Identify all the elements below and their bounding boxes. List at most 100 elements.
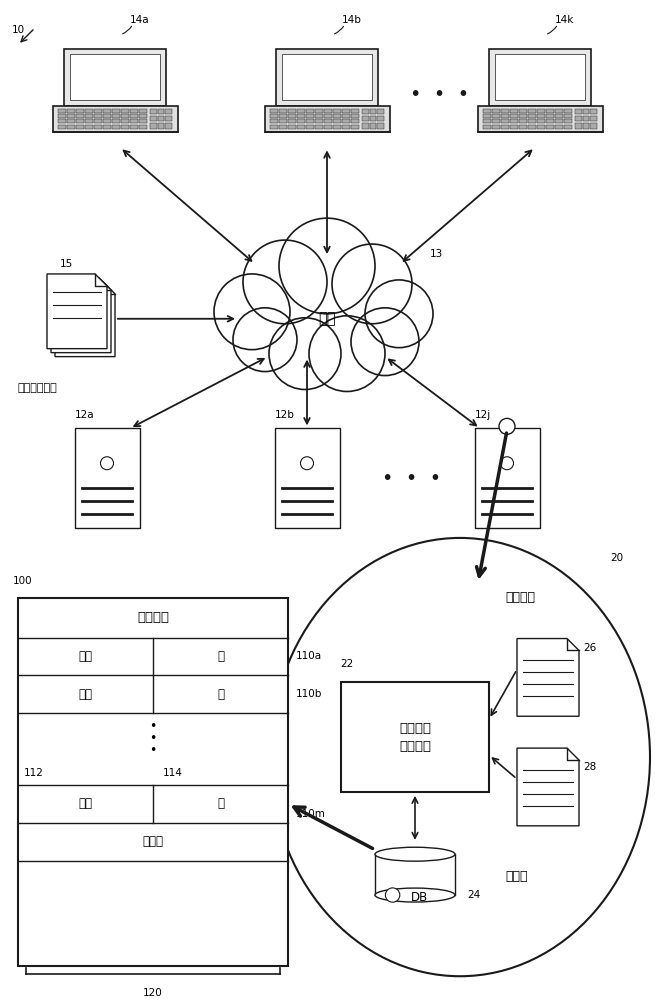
FancyBboxPatch shape xyxy=(333,114,341,118)
Ellipse shape xyxy=(375,847,455,861)
FancyBboxPatch shape xyxy=(537,114,544,118)
FancyBboxPatch shape xyxy=(139,109,147,113)
Text: 变量: 变量 xyxy=(79,688,92,701)
FancyBboxPatch shape xyxy=(121,114,128,118)
FancyBboxPatch shape xyxy=(351,114,358,118)
FancyBboxPatch shape xyxy=(377,109,384,114)
Polygon shape xyxy=(517,639,579,716)
FancyBboxPatch shape xyxy=(315,114,323,118)
Circle shape xyxy=(500,457,514,470)
Text: 元数据: 元数据 xyxy=(143,835,164,848)
FancyBboxPatch shape xyxy=(270,114,278,118)
FancyBboxPatch shape xyxy=(342,114,350,118)
FancyBboxPatch shape xyxy=(58,125,66,129)
Polygon shape xyxy=(51,278,111,353)
FancyBboxPatch shape xyxy=(139,125,147,129)
Circle shape xyxy=(269,318,341,389)
Circle shape xyxy=(301,457,314,470)
FancyBboxPatch shape xyxy=(519,109,527,113)
Text: 20: 20 xyxy=(610,553,623,563)
Polygon shape xyxy=(55,282,115,357)
FancyBboxPatch shape xyxy=(528,109,536,113)
FancyBboxPatch shape xyxy=(165,116,172,121)
FancyBboxPatch shape xyxy=(58,119,66,123)
Text: 12b: 12b xyxy=(275,410,295,420)
FancyBboxPatch shape xyxy=(130,125,138,129)
Text: 112: 112 xyxy=(24,768,44,778)
Circle shape xyxy=(243,240,327,324)
FancyBboxPatch shape xyxy=(377,116,384,121)
FancyBboxPatch shape xyxy=(590,116,597,121)
Ellipse shape xyxy=(375,888,455,902)
FancyBboxPatch shape xyxy=(297,125,305,129)
Circle shape xyxy=(233,308,297,372)
Text: 15: 15 xyxy=(60,259,73,269)
FancyBboxPatch shape xyxy=(324,114,331,118)
FancyBboxPatch shape xyxy=(121,109,128,113)
FancyBboxPatch shape xyxy=(58,114,66,118)
FancyBboxPatch shape xyxy=(297,109,305,113)
FancyBboxPatch shape xyxy=(370,116,376,121)
Text: 信息模型: 信息模型 xyxy=(505,591,535,604)
Text: 自然语言
处理平台: 自然语言 处理平台 xyxy=(399,722,431,753)
Text: 26: 26 xyxy=(583,643,596,653)
FancyBboxPatch shape xyxy=(67,109,75,113)
FancyBboxPatch shape xyxy=(362,109,369,114)
Circle shape xyxy=(309,316,385,391)
FancyBboxPatch shape xyxy=(492,119,500,123)
FancyBboxPatch shape xyxy=(546,125,553,129)
FancyBboxPatch shape xyxy=(279,109,287,113)
FancyBboxPatch shape xyxy=(341,682,489,792)
Text: •
•
•: • • • xyxy=(149,720,157,757)
FancyBboxPatch shape xyxy=(274,428,339,528)
FancyBboxPatch shape xyxy=(519,114,527,118)
Text: 値: 値 xyxy=(217,650,224,663)
Circle shape xyxy=(351,308,419,376)
FancyBboxPatch shape xyxy=(306,109,314,113)
FancyBboxPatch shape xyxy=(112,114,120,118)
Circle shape xyxy=(100,457,113,470)
Text: 域模型: 域模型 xyxy=(505,870,527,883)
FancyBboxPatch shape xyxy=(528,119,536,123)
FancyBboxPatch shape xyxy=(537,119,544,123)
FancyBboxPatch shape xyxy=(519,119,527,123)
FancyBboxPatch shape xyxy=(112,109,120,113)
Text: 14k: 14k xyxy=(555,15,574,25)
FancyBboxPatch shape xyxy=(158,116,164,121)
Text: 値: 値 xyxy=(217,797,224,810)
Circle shape xyxy=(499,418,515,434)
FancyBboxPatch shape xyxy=(555,109,563,113)
FancyBboxPatch shape xyxy=(130,114,138,118)
FancyBboxPatch shape xyxy=(103,125,111,129)
FancyBboxPatch shape xyxy=(590,109,597,114)
Text: 12j: 12j xyxy=(475,410,491,420)
Text: 信息对象: 信息对象 xyxy=(137,611,169,624)
Text: 28: 28 xyxy=(583,762,596,772)
FancyBboxPatch shape xyxy=(590,123,597,129)
Text: 网络: 网络 xyxy=(318,311,336,326)
FancyBboxPatch shape xyxy=(306,125,314,129)
FancyBboxPatch shape xyxy=(583,109,590,114)
FancyBboxPatch shape xyxy=(158,109,164,114)
FancyBboxPatch shape xyxy=(288,125,295,129)
FancyBboxPatch shape xyxy=(555,119,563,123)
Text: 变量: 变量 xyxy=(79,797,92,810)
FancyBboxPatch shape xyxy=(324,125,331,129)
FancyBboxPatch shape xyxy=(564,114,572,118)
FancyBboxPatch shape xyxy=(342,109,350,113)
Polygon shape xyxy=(47,274,107,349)
FancyBboxPatch shape xyxy=(306,119,314,123)
FancyBboxPatch shape xyxy=(489,49,591,106)
FancyBboxPatch shape xyxy=(510,125,517,129)
FancyBboxPatch shape xyxy=(537,125,544,129)
FancyBboxPatch shape xyxy=(492,125,500,129)
FancyBboxPatch shape xyxy=(94,109,102,113)
FancyBboxPatch shape xyxy=(501,119,508,123)
FancyBboxPatch shape xyxy=(315,109,323,113)
FancyBboxPatch shape xyxy=(377,123,384,129)
FancyBboxPatch shape xyxy=(85,125,92,129)
Text: •  •  •: • • • xyxy=(383,469,441,488)
FancyBboxPatch shape xyxy=(315,119,323,123)
FancyBboxPatch shape xyxy=(58,109,66,113)
FancyBboxPatch shape xyxy=(342,125,350,129)
